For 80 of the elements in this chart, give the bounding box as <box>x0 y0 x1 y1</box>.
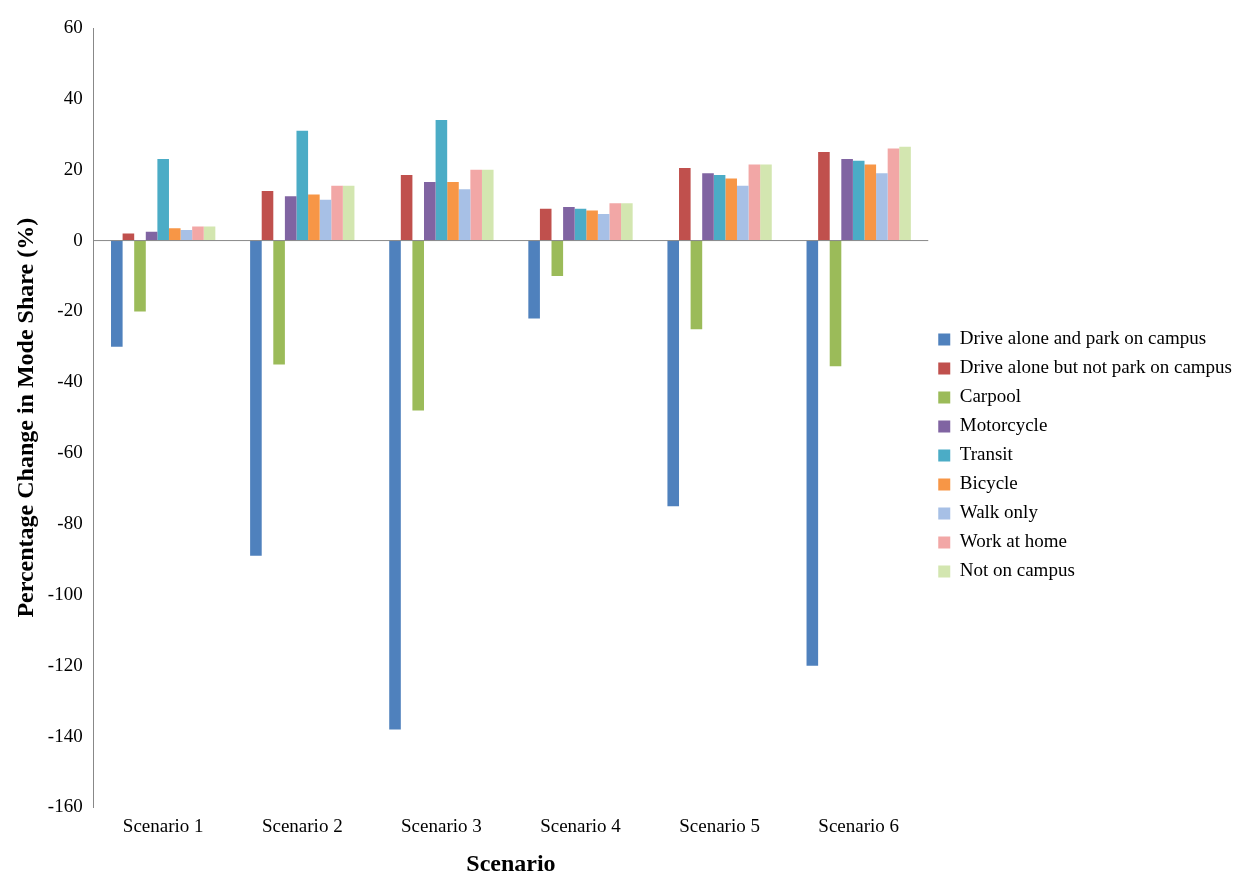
bar <box>563 206 575 241</box>
bar <box>852 160 865 241</box>
bar <box>203 226 216 241</box>
bar <box>400 175 413 241</box>
bar <box>760 164 772 241</box>
bar <box>331 185 343 241</box>
bar <box>261 190 274 241</box>
bar <box>702 173 714 241</box>
bar <box>725 178 737 241</box>
y-tick-label: 0 <box>73 228 83 250</box>
x-tick-label: Scenario 3 <box>401 814 482 836</box>
legend-label: Transit <box>959 443 1014 465</box>
bar <box>192 226 204 241</box>
bar <box>284 196 297 241</box>
bar <box>296 130 309 241</box>
y-tick-label: 20 <box>63 157 83 179</box>
legend-label: Drive alone and park on campus <box>959 327 1207 349</box>
legend-label: Carpool <box>959 385 1021 407</box>
bar <box>435 120 448 241</box>
bar <box>273 240 285 365</box>
bar <box>586 210 598 241</box>
bar <box>887 148 900 241</box>
x-tick-label: Scenario 1 <box>122 814 204 836</box>
y-axis-title: Percentage Change in Mode Share (%) <box>11 217 38 618</box>
bar <box>736 185 749 241</box>
bar <box>679 167 691 241</box>
bar <box>470 169 482 241</box>
bar <box>551 240 564 276</box>
y-tick-label: 60 <box>63 15 83 37</box>
bar <box>806 240 819 666</box>
bar <box>713 175 726 241</box>
bar <box>319 199 332 241</box>
bar <box>342 185 355 241</box>
bar <box>621 203 633 241</box>
bar <box>412 240 424 411</box>
y-tick-label: -60 <box>57 441 83 463</box>
legend-label: Work at home <box>959 530 1067 552</box>
x-tick-label: Scenario 5 <box>679 814 760 836</box>
bar <box>447 182 459 241</box>
bar <box>308 194 320 241</box>
bar <box>864 164 877 241</box>
x-tick-label: Scenario 2 <box>261 814 343 836</box>
legend-label: Walk only <box>959 501 1039 523</box>
bar <box>250 240 262 556</box>
legend-label: Bicycle <box>959 472 1018 494</box>
y-tick-label: -80 <box>57 511 83 533</box>
x-tick-label: Scenario 6 <box>818 814 900 836</box>
bar <box>574 208 587 241</box>
bar <box>876 173 888 241</box>
bar <box>690 240 703 330</box>
x-axis-title: Scenario <box>466 849 556 876</box>
bar <box>528 240 540 319</box>
x-tick-label: Scenario 4 <box>540 814 622 836</box>
y-tick-label: -40 <box>57 370 83 392</box>
y-tick-label: -20 <box>57 299 83 321</box>
bar <box>829 240 842 367</box>
bar <box>111 240 123 347</box>
bar <box>157 159 169 241</box>
bar <box>667 240 680 507</box>
bar <box>841 159 853 241</box>
y-tick-label: -140 <box>47 724 83 746</box>
y-tick-label: -160 <box>47 795 83 817</box>
bar <box>481 169 494 241</box>
bar <box>899 146 911 241</box>
legend-label: Not on campus <box>959 559 1075 581</box>
y-tick-label: -120 <box>47 653 83 675</box>
bar <box>424 182 436 241</box>
bar <box>134 240 146 312</box>
bar <box>168 228 181 241</box>
y-tick-label: -100 <box>47 582 83 604</box>
bar <box>458 189 471 241</box>
bar <box>539 208 552 241</box>
bar <box>389 240 401 730</box>
legend-label: Drive alone but not park on campus <box>959 356 1233 378</box>
bar <box>609 203 622 241</box>
y-tick-label: 40 <box>63 86 83 108</box>
bar <box>597 213 610 241</box>
bar <box>748 164 761 241</box>
legend-label: Motorcycle <box>959 414 1048 436</box>
bar <box>818 152 830 241</box>
